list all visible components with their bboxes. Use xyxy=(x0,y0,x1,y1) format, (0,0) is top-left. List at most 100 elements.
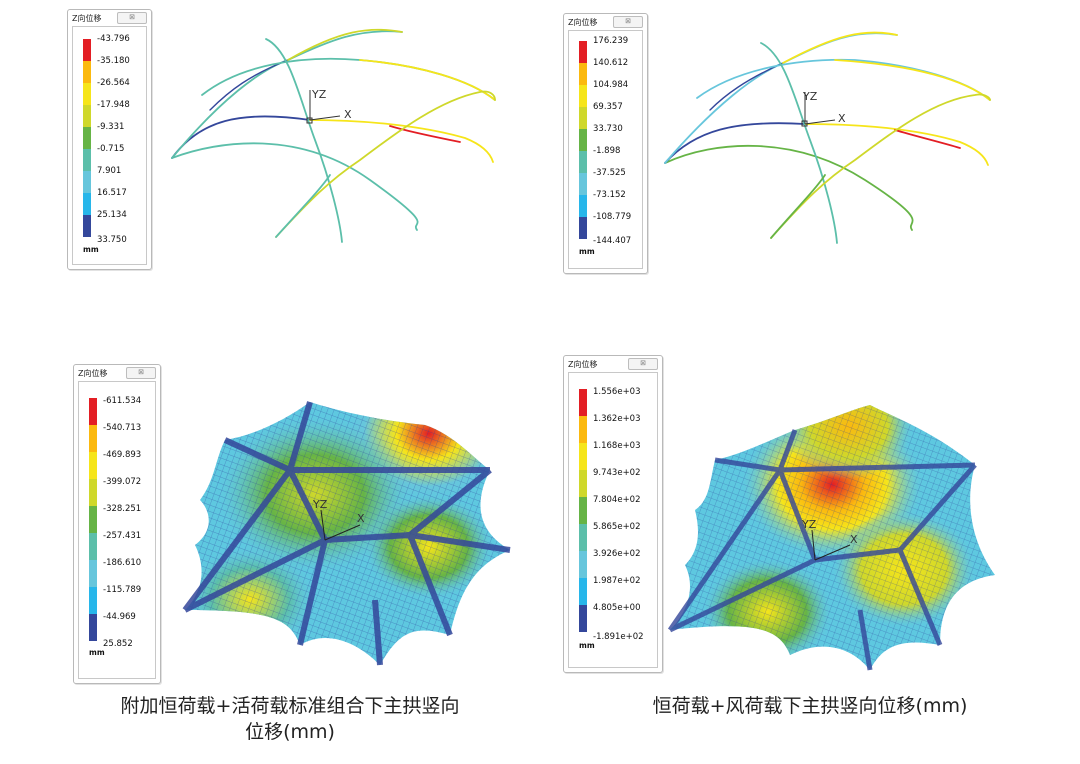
legend-value: -108.779 xyxy=(593,212,632,222)
legend-value: -186.610 xyxy=(103,558,142,568)
legend-title: Z向位移 xyxy=(72,14,102,23)
legend-unit: mm xyxy=(579,641,595,650)
legend-value: 33.730 xyxy=(593,124,623,134)
close-icon[interactable]: ⊠ xyxy=(126,367,156,379)
legend-value: 9.743e+02 xyxy=(593,468,641,478)
axis-label-x: X xyxy=(850,533,858,546)
caption-left-line2: 位移(mm) xyxy=(245,721,335,743)
legend-value: -73.152 xyxy=(593,190,626,200)
legend-window[interactable]: Z向位移 ⊠ -43.796 -35.180 -26.564 -17.948 -… xyxy=(67,9,152,270)
legend-body: 176.239 140.612 104.984 69.357 33.730 -1… xyxy=(568,30,643,269)
color-swatch xyxy=(89,614,97,641)
legend-body: -43.796 -35.180 -26.564 -17.948 -9.331 -… xyxy=(72,26,147,265)
legend-value: 1.987e+02 xyxy=(593,576,641,586)
color-swatch xyxy=(579,85,587,107)
legend-value: 16.517 xyxy=(97,188,127,198)
color-swatch xyxy=(579,605,587,632)
axis-triad xyxy=(306,90,341,124)
legend-value: -328.251 xyxy=(103,504,142,514)
color-bar xyxy=(89,398,97,641)
color-swatch xyxy=(83,193,91,215)
arch-wireframe-view: YZ X xyxy=(664,31,991,244)
color-swatch xyxy=(89,560,97,587)
legend-value: -540.713 xyxy=(103,423,142,433)
membrane-mesh-view: YZ X xyxy=(667,405,995,671)
caption-right: 恒荷载+风荷载下主拱竖向位移(mm) xyxy=(600,693,1020,719)
color-bar xyxy=(579,389,587,632)
close-icon[interactable]: ⊠ xyxy=(117,12,147,24)
legend-value: -399.072 xyxy=(103,477,142,487)
color-swatch xyxy=(579,497,587,524)
axis-label-yz: YZ xyxy=(312,498,328,511)
legend-value: -115.789 xyxy=(103,585,142,595)
close-icon[interactable]: ⊠ xyxy=(628,358,658,370)
axis-label-yz: YZ xyxy=(802,90,818,103)
color-swatch xyxy=(579,41,587,63)
close-icon[interactable]: ⊠ xyxy=(613,16,643,28)
axis-label-yz: YZ xyxy=(801,518,817,531)
color-swatch xyxy=(89,506,97,533)
legend-value: -26.564 xyxy=(97,78,130,88)
color-swatch xyxy=(579,578,587,605)
legend-value: -1.891e+02 xyxy=(593,632,644,642)
legend-value: -1.898 xyxy=(593,146,621,156)
color-swatch xyxy=(83,39,91,61)
color-swatch xyxy=(579,173,587,195)
color-swatch xyxy=(83,149,91,171)
color-bar xyxy=(83,39,91,237)
legend-window[interactable]: Z向位移 ⊠ 176.239 140.612 104.984 69.357 33… xyxy=(563,13,648,274)
legend-value: 176.239 xyxy=(593,36,629,46)
color-swatch xyxy=(83,61,91,83)
legend-value: -9.331 xyxy=(97,122,125,132)
color-swatch xyxy=(579,217,587,239)
legend-value: 33.750 xyxy=(97,235,127,245)
color-swatch xyxy=(579,416,587,443)
legend-unit: mm xyxy=(579,247,595,256)
axis-triad xyxy=(811,529,851,561)
legend-value: 25.134 xyxy=(97,210,127,220)
legend-unit: mm xyxy=(83,245,99,254)
arch-wireframe-view: YZ X xyxy=(171,28,496,243)
legend-value: 69.357 xyxy=(593,102,623,112)
legend-value: 7.901 xyxy=(97,166,122,176)
legend-window[interactable]: Z向位移 ⊠ -611.534 -540.713 -469.893 -399.0… xyxy=(73,364,161,684)
legend-value: 1.362e+03 xyxy=(593,414,641,424)
legend-value: 4.805e+00 xyxy=(593,603,641,613)
legend-value: -257.431 xyxy=(103,531,142,541)
color-swatch xyxy=(89,587,97,614)
legend-value: 104.984 xyxy=(593,80,629,90)
color-swatch xyxy=(579,63,587,85)
legend-value: 140.612 xyxy=(593,58,629,68)
legend-value: -144.407 xyxy=(593,236,632,246)
legend-value: 1.168e+03 xyxy=(593,441,641,451)
legend-window[interactable]: Z向位移 ⊠ 1.556e+03 1.362e+03 1.168e+03 9.7… xyxy=(563,355,663,673)
color-swatch xyxy=(579,129,587,151)
legend-value: -17.948 xyxy=(97,100,130,110)
color-swatch xyxy=(89,452,97,479)
color-swatch xyxy=(83,215,91,237)
legend-body: 1.556e+03 1.362e+03 1.168e+03 9.743e+02 … xyxy=(568,372,658,668)
color-swatch xyxy=(579,443,587,470)
axis-triad xyxy=(801,92,836,127)
caption-right-text: 恒荷载+风荷载下主拱竖向位移(mm) xyxy=(652,695,968,717)
color-swatch xyxy=(579,470,587,497)
color-swatch xyxy=(89,533,97,560)
axis-label-x: X xyxy=(357,512,365,525)
color-bar xyxy=(579,41,587,239)
color-swatch xyxy=(83,105,91,127)
color-swatch xyxy=(579,524,587,551)
legend-value: -469.893 xyxy=(103,450,142,460)
legend-value: 1.556e+03 xyxy=(593,387,641,397)
legend-value: -0.715 xyxy=(97,144,125,154)
color-swatch xyxy=(89,425,97,452)
legend-title: Z向位移 xyxy=(568,18,598,27)
axis-label-x: X xyxy=(344,108,352,121)
axis-label-yz: YZ xyxy=(311,88,327,101)
legend-value: 3.926e+02 xyxy=(593,549,641,559)
legend-title: Z向位移 xyxy=(568,360,598,369)
axis-triad xyxy=(320,509,361,541)
color-swatch xyxy=(579,389,587,416)
color-swatch xyxy=(89,398,97,425)
axis-label-x: X xyxy=(838,112,846,125)
legend-value: -35.180 xyxy=(97,56,130,66)
